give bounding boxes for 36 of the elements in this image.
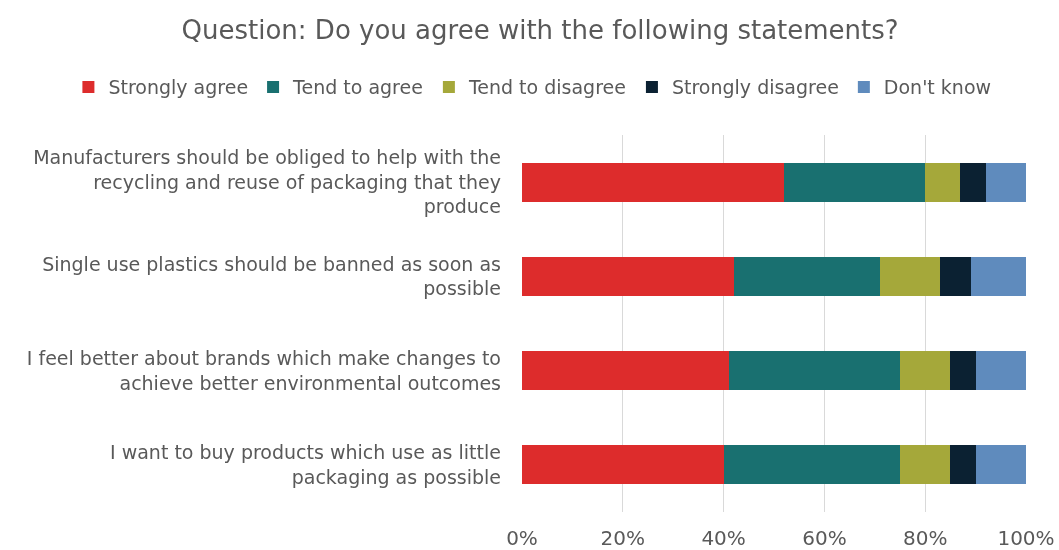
y-tick-label: Single use plastics should be banned as soon as possible xyxy=(42,252,501,300)
x-tick-label: 80% xyxy=(902,526,948,550)
legend-label: Strongly disagree xyxy=(671,76,839,99)
bar xyxy=(522,256,734,296)
chart-title: Question: Do you agree with the following statements? xyxy=(181,15,899,46)
bar xyxy=(733,256,880,296)
legend-label: Strongly agree xyxy=(108,76,249,99)
bar xyxy=(784,162,926,202)
y-tick-label: Manufacturers should be obliged to help with the recycling and reuse of packaging that they produce xyxy=(33,146,501,218)
bar xyxy=(950,351,976,391)
bar xyxy=(900,445,951,485)
x-tick-label: 60% xyxy=(802,526,847,550)
x-tick-label: 100% xyxy=(997,526,1055,550)
bar xyxy=(728,351,900,391)
legend-label: Don't know xyxy=(883,76,992,99)
bar xyxy=(960,162,986,202)
x-tick-label: 20% xyxy=(600,526,646,550)
legend-label: Tend to disagree xyxy=(467,76,626,99)
bar xyxy=(522,162,785,202)
legend-label: Tend to agree xyxy=(292,76,423,99)
bar xyxy=(879,256,941,296)
x-tick-label: 40% xyxy=(701,526,746,550)
x-tick-label: 0% xyxy=(506,526,538,550)
y-tick-label: I want to buy products which use as little packaging as possible xyxy=(110,441,501,488)
y-tick-label: I feel better about brands which make changes to achieve better environmental outcomes xyxy=(26,346,501,394)
bar xyxy=(925,162,961,202)
bar xyxy=(970,256,1026,296)
bar xyxy=(940,256,971,296)
bar xyxy=(975,445,1026,485)
bar xyxy=(522,351,729,391)
bar xyxy=(985,162,1026,202)
bar xyxy=(975,351,1026,391)
bar xyxy=(522,445,724,485)
bar xyxy=(900,351,951,391)
bar xyxy=(950,445,976,485)
bar xyxy=(723,445,900,485)
